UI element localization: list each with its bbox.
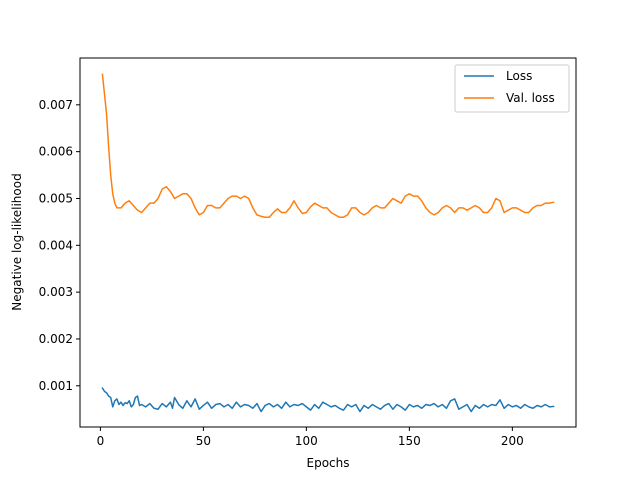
x-axis: 0 50 100 150 200: [97, 427, 524, 448]
legend-label-val-loss: Val. loss: [506, 91, 555, 105]
x-tick-label: 200: [501, 434, 524, 448]
y-axis: 0.001 0.002 0.003 0.004 0.005 0.006 0.007: [39, 98, 80, 393]
series-line-loss: [101, 387, 555, 413]
y-tick-label: 0.006: [39, 145, 73, 159]
x-tick-label: 100: [295, 434, 318, 448]
series-line-val-loss: [101, 73, 555, 218]
series-layer: [101, 73, 555, 413]
y-axis-label: Negative log-likelihood: [10, 173, 24, 310]
x-tick-label: 50: [196, 434, 211, 448]
y-tick-label: 0.003: [39, 285, 73, 299]
y-tick-label: 0.005: [39, 191, 73, 205]
y-tick-label: 0.002: [39, 332, 73, 346]
legend: Loss Val. loss: [454, 64, 570, 113]
x-axis-label: Epochs: [307, 456, 350, 470]
y-tick-label: 0.001: [39, 379, 73, 393]
y-tick-label: 0.007: [39, 98, 73, 112]
x-tick-label: 150: [398, 434, 421, 448]
plot-frame: [79, 57, 577, 428]
legend-label-loss: Loss: [506, 69, 532, 83]
x-tick-label: 0: [97, 434, 105, 448]
y-tick-label: 0.004: [39, 238, 73, 252]
